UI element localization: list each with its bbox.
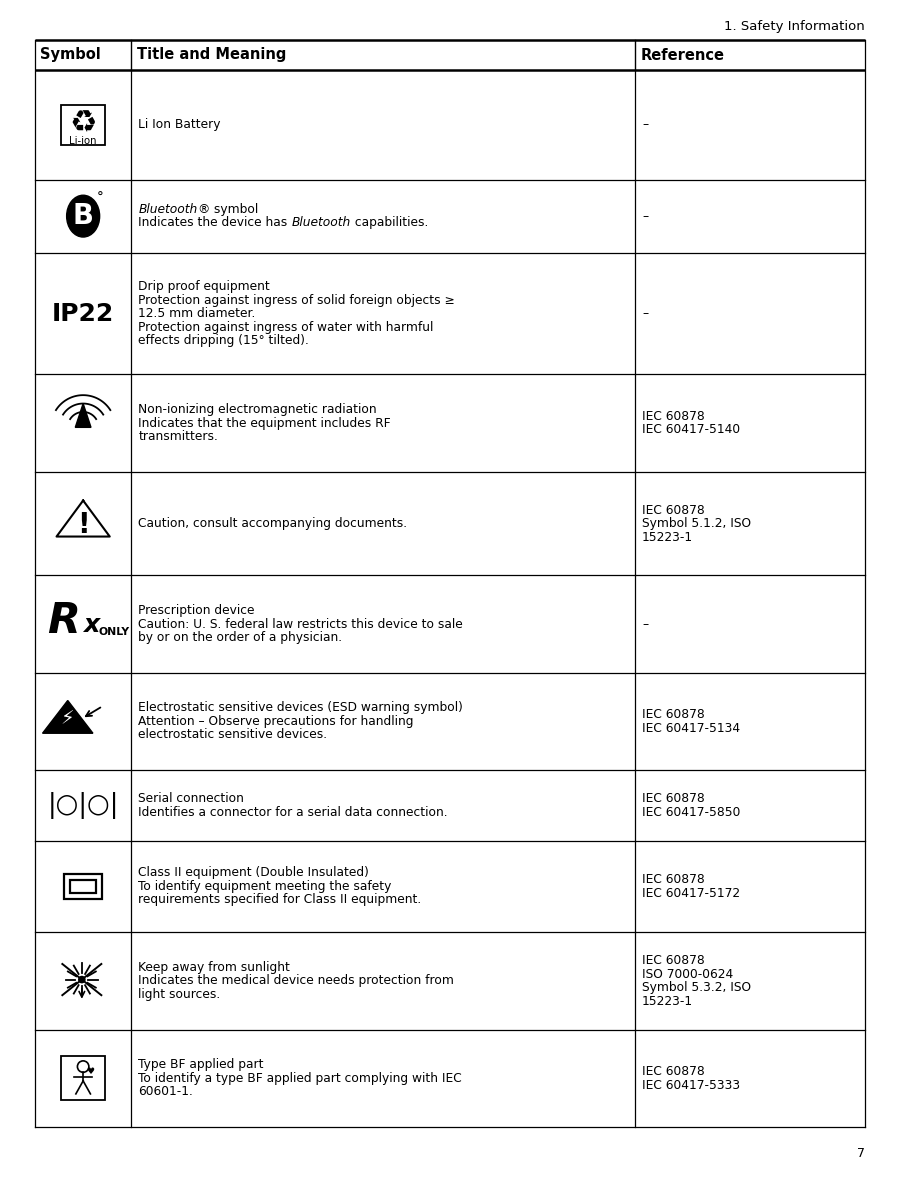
Text: IEC 60878: IEC 60878: [642, 708, 705, 721]
Text: Protection against ingress of solid foreign objects ≥: Protection against ingress of solid fore…: [139, 293, 455, 306]
Text: Caution, consult accompanying documents.: Caution, consult accompanying documents.: [139, 517, 408, 530]
Text: IEC 60878: IEC 60878: [642, 504, 705, 517]
Text: IEC 60878: IEC 60878: [642, 954, 705, 967]
Text: Keep away from sunlight: Keep away from sunlight: [139, 961, 290, 974]
Text: R: R: [47, 600, 80, 642]
Text: Attention – Observe precautions for handling: Attention – Observe precautions for hand…: [139, 715, 414, 728]
Text: ♻: ♻: [69, 109, 97, 138]
Text: Title and Meaning: Title and Meaning: [138, 47, 287, 63]
Text: Bluetooth: Bluetooth: [139, 203, 197, 216]
Polygon shape: [42, 701, 93, 733]
Text: !: !: [76, 511, 89, 539]
Text: Symbol 5.1.2, ISO: Symbol 5.1.2, ISO: [642, 517, 751, 530]
Text: x: x: [83, 613, 99, 637]
Text: |○|○|: |○|○|: [48, 792, 119, 819]
Bar: [70, 881, 95, 892]
Text: ⚡: ⚡: [61, 709, 75, 728]
Text: Indicates the medical device needs protection from: Indicates the medical device needs prote…: [139, 974, 454, 987]
Text: effects dripping (15° tilted).: effects dripping (15° tilted).: [139, 335, 310, 348]
Text: Serial connection: Serial connection: [139, 792, 244, 805]
Ellipse shape: [67, 195, 100, 238]
Text: IP22: IP22: [52, 301, 114, 325]
Text: Electrostatic sensitive devices (ESD warning symbol): Electrostatic sensitive devices (ESD war…: [139, 701, 464, 714]
Text: Indicates the device has: Indicates the device has: [139, 216, 292, 229]
Text: Non-ionizing electromagnetic radiation: Non-ionizing electromagnetic radiation: [139, 403, 377, 416]
Text: –: –: [642, 617, 648, 630]
Text: Symbol 5.3.2, ISO: Symbol 5.3.2, ISO: [642, 981, 751, 994]
Text: ONLY: ONLY: [98, 626, 130, 637]
Circle shape: [78, 976, 85, 982]
Text: transmitters.: transmitters.: [139, 430, 218, 443]
Text: IEC 60417-5134: IEC 60417-5134: [642, 722, 740, 735]
Text: IEC 60878: IEC 60878: [642, 1065, 705, 1078]
Text: IEC 60878: IEC 60878: [642, 792, 705, 805]
Text: capabilities.: capabilities.: [351, 216, 428, 229]
Text: Protection against ingress of water with harmful: Protection against ingress of water with…: [139, 320, 434, 333]
Text: symbol: symbol: [210, 203, 258, 216]
Text: electrostatic sensitive devices.: electrostatic sensitive devices.: [139, 728, 328, 741]
Text: ♥: ♥: [86, 1066, 94, 1076]
Text: IEC 60417-5172: IEC 60417-5172: [642, 886, 740, 900]
Text: B: B: [73, 202, 94, 230]
Text: –: –: [642, 118, 648, 131]
Text: Identifies a connector for a serial data connection.: Identifies a connector for a serial data…: [139, 806, 448, 819]
Text: IEC 60878: IEC 60878: [642, 410, 705, 423]
Text: Type BF applied part: Type BF applied part: [139, 1058, 264, 1071]
Text: IEC 60417-5333: IEC 60417-5333: [642, 1078, 740, 1091]
Text: light sources.: light sources.: [139, 988, 220, 1001]
Text: Li Ion Battery: Li Ion Battery: [139, 118, 220, 131]
Text: °: °: [97, 190, 104, 204]
Text: 60601-1.: 60601-1.: [139, 1085, 194, 1098]
Polygon shape: [76, 403, 91, 428]
Text: 1. Safety Information: 1. Safety Information: [724, 20, 865, 33]
Text: 15223-1: 15223-1: [642, 531, 693, 544]
Text: ®: ®: [197, 203, 210, 216]
Text: IEC 60878: IEC 60878: [642, 873, 705, 886]
Text: –: –: [642, 209, 648, 222]
Text: Caution: U. S. federal law restricts this device to sale: Caution: U. S. federal law restricts thi…: [139, 617, 463, 630]
Bar: [61, 104, 105, 145]
Text: 12.5 mm diameter.: 12.5 mm diameter.: [139, 307, 256, 320]
Text: Bluetooth: Bluetooth: [292, 216, 351, 229]
Bar: [64, 875, 103, 898]
Text: Drip proof equipment: Drip proof equipment: [139, 280, 270, 293]
Text: Class II equipment (Double Insulated): Class II equipment (Double Insulated): [139, 866, 369, 879]
Text: Reference: Reference: [641, 47, 725, 63]
Text: Indicates that the equipment includes RF: Indicates that the equipment includes RF: [139, 416, 391, 429]
Text: Li-ion: Li-ion: [69, 136, 97, 145]
Text: 7: 7: [857, 1147, 865, 1160]
Text: requirements specified for Class II equipment.: requirements specified for Class II equi…: [139, 894, 421, 907]
Text: IEC 60417-5140: IEC 60417-5140: [642, 423, 740, 436]
Text: –: –: [642, 307, 648, 320]
Text: IEC 60417-5850: IEC 60417-5850: [642, 806, 741, 819]
Text: 15223-1: 15223-1: [642, 994, 693, 1007]
Text: To identify a type BF applied part complying with IEC: To identify a type BF applied part compl…: [139, 1072, 462, 1085]
Text: Prescription device: Prescription device: [139, 604, 255, 617]
Text: by or on the order of a physician.: by or on the order of a physician.: [139, 631, 342, 644]
Text: Symbol: Symbol: [40, 47, 101, 63]
Text: ISO 7000-0624: ISO 7000-0624: [642, 968, 733, 981]
Bar: [61, 1057, 105, 1100]
Text: To identify equipment meeting the safety: To identify equipment meeting the safety: [139, 879, 392, 892]
